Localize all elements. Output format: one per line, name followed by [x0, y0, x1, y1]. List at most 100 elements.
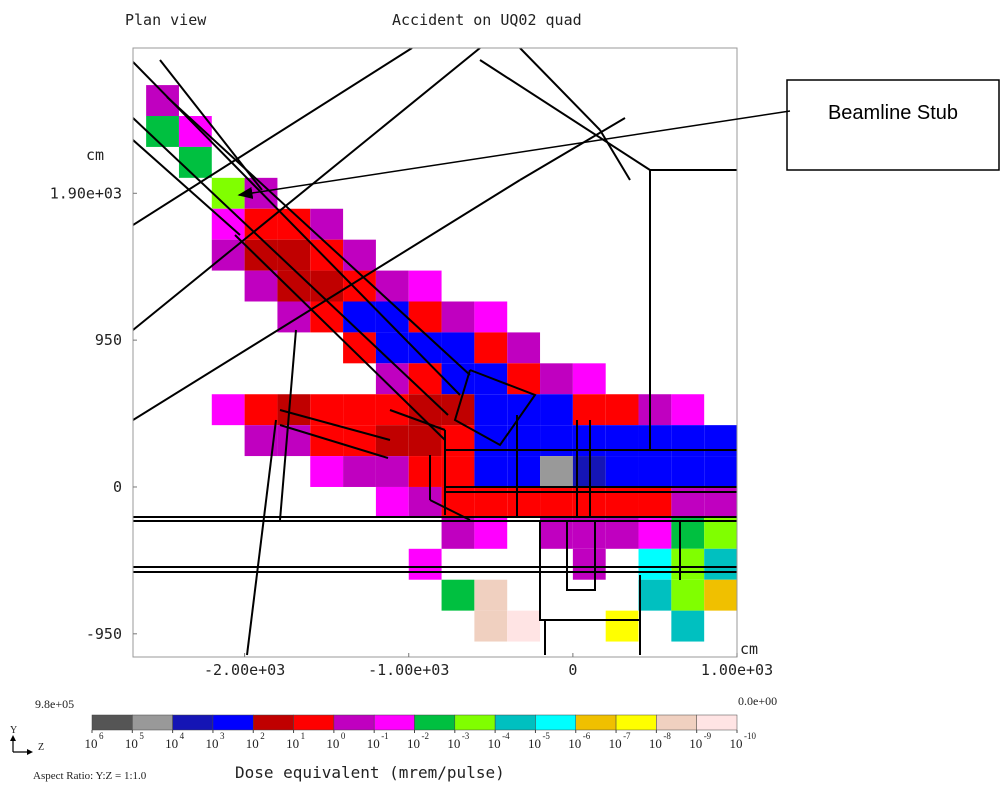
colorbar-exponent: 6 — [99, 731, 104, 741]
colorbar-swatch — [374, 715, 414, 730]
heat-cell — [409, 425, 442, 456]
heat-cell — [409, 363, 442, 394]
heat-cell — [310, 425, 343, 456]
heat-cell — [376, 456, 409, 487]
heat-cell — [474, 394, 507, 425]
heat-cell — [573, 363, 606, 394]
x-unit: cm — [740, 640, 758, 658]
y-tick-label: 1.90e+03 — [50, 184, 122, 202]
colorbar-swatch — [253, 715, 293, 730]
heat-cell — [245, 271, 278, 302]
heat-cell — [606, 611, 639, 642]
colorbar-exponent: -1 — [381, 731, 389, 741]
colorbar-base: 10 — [407, 736, 420, 751]
heat-cell — [639, 394, 672, 425]
heat-cell — [671, 456, 704, 487]
colorbar-exponent: -7 — [623, 731, 631, 741]
heat-cell — [606, 518, 639, 549]
heat-cell — [474, 518, 507, 549]
y-tick-label: 950 — [95, 331, 122, 349]
heat-cell — [146, 116, 179, 147]
colorbar-swatch — [415, 715, 455, 730]
heat-cell — [507, 425, 540, 456]
heat-cell — [409, 456, 442, 487]
colorbar-swatch — [455, 715, 495, 730]
colorbar-exponent: -3 — [462, 731, 470, 741]
colorbar-base: 10 — [447, 736, 460, 751]
heat-cell — [704, 456, 737, 487]
heat-cell — [442, 456, 475, 487]
y-unit: cm — [86, 146, 104, 164]
heat-cell — [671, 580, 704, 611]
heat-cell — [474, 301, 507, 332]
colorbar-base: 10 — [488, 736, 501, 751]
x-tick-label: 1.00e+03 — [701, 661, 773, 679]
colorbar-base: 10 — [85, 736, 98, 751]
colorbar-base: 10 — [125, 736, 138, 751]
colorbar-base: 10 — [246, 736, 259, 751]
heat-cell — [507, 332, 540, 363]
colorbar-swatch — [535, 715, 575, 730]
colorbar-max: 9.8e+05 — [35, 697, 74, 711]
x-tick-label: 0 — [568, 661, 577, 679]
colorbar-swatch — [213, 715, 253, 730]
heat-cell — [343, 394, 376, 425]
heat-cell — [310, 456, 343, 487]
colorbar-exponent: -8 — [663, 731, 671, 741]
heat-cell — [474, 456, 507, 487]
chart-title: Accident on UQ02 quad — [392, 11, 582, 29]
heat-cell — [573, 518, 606, 549]
heat-cell — [343, 301, 376, 332]
heat-cell — [540, 363, 573, 394]
colorbar-swatch — [697, 715, 737, 730]
colorbar-base: 10 — [649, 736, 662, 751]
x-tick-label: -1.00e+03 — [368, 661, 449, 679]
colorbar-exponent: 3 — [220, 731, 225, 741]
heat-cell — [671, 611, 704, 642]
colorbar-swatch — [132, 715, 172, 730]
heat-cell — [704, 580, 737, 611]
axis-z: Z — [38, 742, 44, 753]
heat-cell — [606, 456, 639, 487]
colorbar-exponent: -2 — [422, 731, 430, 741]
heat-cell — [606, 425, 639, 456]
heat-cell — [376, 301, 409, 332]
chart: Plan view Accident on UQ02 quad — [0, 0, 1000, 794]
y-tick-label: -950 — [86, 625, 122, 643]
colorbar-base: 10 — [205, 736, 218, 751]
heat-cell — [671, 549, 704, 580]
colorbar-exponent: -6 — [583, 731, 591, 741]
heat-cell — [474, 332, 507, 363]
y-tick-label: 0 — [113, 478, 122, 496]
heat-cell — [310, 209, 343, 240]
heat-cell — [507, 456, 540, 487]
axis-y: Y — [10, 725, 17, 736]
heat-cell — [343, 332, 376, 363]
heat-cell — [540, 456, 573, 487]
heat-cell — [540, 425, 573, 456]
heat-cell — [639, 580, 672, 611]
x-tick-label: -2.00e+03 — [204, 661, 285, 679]
heat-cell — [442, 518, 475, 549]
colorbar-exponent: -4 — [502, 731, 510, 741]
heat-cell — [442, 332, 475, 363]
heat-cell — [343, 456, 376, 487]
heat-cell — [343, 425, 376, 456]
colorbar-swatch — [334, 715, 374, 730]
heat-cell — [442, 425, 475, 456]
heat-cell — [409, 549, 442, 580]
colorbar-label: Dose equivalent (mrem/pulse) — [235, 763, 505, 782]
colorbar-base: 10 — [528, 736, 541, 751]
heat-cell — [606, 394, 639, 425]
colorbar-base: 10 — [326, 736, 339, 751]
heat-cell — [639, 518, 672, 549]
colorbar-exponent: 0 — [341, 731, 346, 741]
colorbar-base: 10 — [689, 736, 702, 751]
heat-cell — [277, 240, 310, 271]
colorbar-exponent: 5 — [139, 731, 144, 741]
heat-cell — [704, 518, 737, 549]
colorbar-exponent: -9 — [704, 731, 712, 741]
colorbar-swatch — [92, 715, 132, 730]
heat-cell — [376, 425, 409, 456]
